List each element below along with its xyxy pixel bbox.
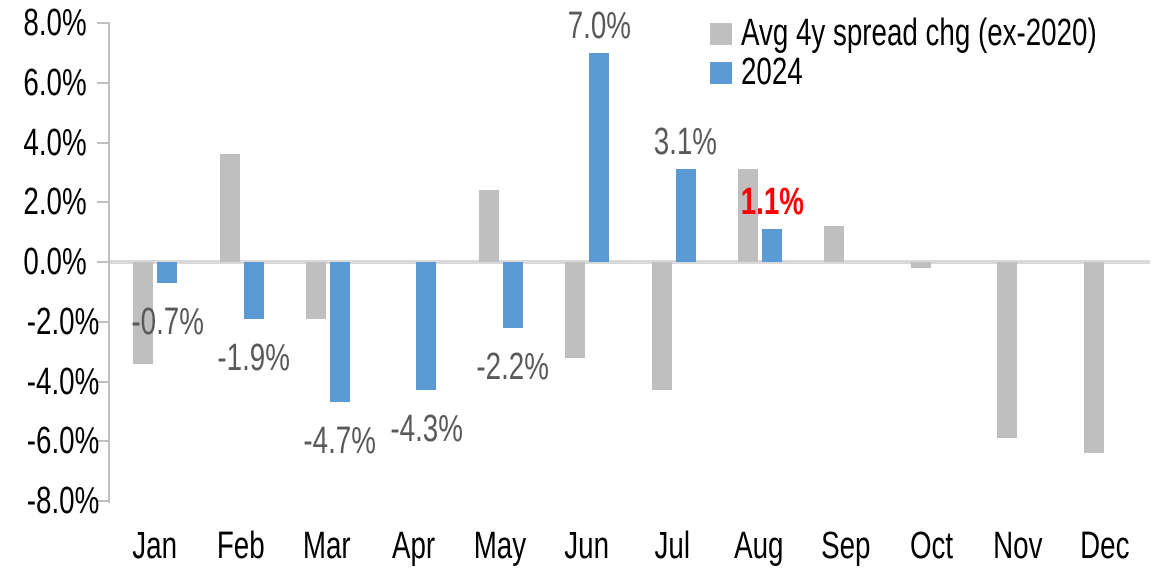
y-axis-tick-label: -4.0% <box>26 360 100 403</box>
zero-gridline <box>110 260 1150 264</box>
bar-2024-jun <box>589 52 610 262</box>
bar-2024-jul <box>675 169 696 262</box>
bar-2024-apr <box>416 262 437 391</box>
bar-avg-may <box>478 190 499 262</box>
y-axis-tick <box>97 201 110 204</box>
bar-2024-mar <box>330 262 350 403</box>
legend-label-2024: 2024 <box>741 51 803 93</box>
data-label-jan: -0.7% <box>130 300 204 343</box>
y-axis-tick-label: -2.0% <box>26 300 100 343</box>
data-label-may: -2.2% <box>476 345 550 388</box>
data-label-aug: 1.1% <box>740 181 804 224</box>
y-axis-tick <box>97 261 110 263</box>
bar-avg-aug <box>738 169 758 262</box>
bar-avg-nov <box>997 262 1018 439</box>
y-axis-tick <box>97 320 110 323</box>
bar-avg-jun <box>565 262 586 358</box>
y-axis-tick-label: 4.0% <box>23 121 87 164</box>
data-label-jun: 7.0% <box>567 4 631 47</box>
bar-avg-jan <box>133 262 154 364</box>
legend: Avg 4y spread chg (ex-2020) 2024 <box>710 14 1152 92</box>
bar-avg-sep <box>824 226 845 262</box>
data-label-apr: -4.3% <box>390 408 463 451</box>
y-axis-tick-label: 8.0% <box>23 2 87 44</box>
y-axis-tick <box>97 380 110 383</box>
y-axis-tick <box>97 81 110 84</box>
legend-label-avg: Avg 4y spread chg (ex-2020) <box>741 12 1097 54</box>
x-axis-label-dec: Dec <box>1079 525 1130 567</box>
bar-avg-feb <box>219 154 240 262</box>
y-axis-tick <box>97 22 110 24</box>
legend-item-avg: Avg 4y spread chg (ex-2020) <box>710 14 1152 53</box>
x-axis-label-aug: Aug <box>734 525 784 567</box>
y-axis-tick <box>97 440 110 443</box>
x-axis-label-may: May <box>473 525 526 567</box>
y-axis-tick-label: -6.0% <box>26 420 100 463</box>
bar-2024-jan <box>157 262 178 283</box>
bar-avg-oct <box>910 262 931 268</box>
data-label-mar: -4.7% <box>303 420 377 463</box>
data-label-feb: -1.9% <box>217 336 290 379</box>
legend-swatch-2024-icon <box>710 61 732 84</box>
bar-avg-jul <box>651 262 672 391</box>
y-axis-tick-label: -8.0% <box>26 480 100 522</box>
legend-item-2024: 2024 <box>710 53 1152 92</box>
bar-2024-aug <box>762 229 782 262</box>
y-axis-tick <box>97 500 110 502</box>
bar-2024-may <box>502 262 523 328</box>
y-axis-tick-label: 6.0% <box>23 61 87 104</box>
y-axis-tick <box>97 141 110 144</box>
data-label-jul: 3.1% <box>653 121 718 164</box>
y-axis-tick-label: 0.0% <box>23 241 87 283</box>
x-axis-label-oct: Oct <box>910 525 954 567</box>
x-axis-label-sep: Sep <box>820 525 871 567</box>
x-axis-label-nov: Nov <box>993 525 1043 567</box>
y-axis-tick-label: 2.0% <box>23 181 87 224</box>
y-axis-line <box>108 23 110 503</box>
x-axis-label-jul: Jul <box>654 525 691 567</box>
x-axis-label-apr: Apr <box>391 525 435 567</box>
bar-avg-dec <box>1083 262 1104 454</box>
x-axis-label-mar: Mar <box>303 525 351 567</box>
bar-2024-feb <box>243 262 264 319</box>
x-axis-label-jan: Jan <box>131 525 177 567</box>
bar-avg-mar <box>306 262 326 319</box>
legend-swatch-avg-icon <box>710 22 732 45</box>
x-axis-label-jun: Jun <box>563 525 609 567</box>
x-axis-label-feb: Feb <box>216 525 265 567</box>
